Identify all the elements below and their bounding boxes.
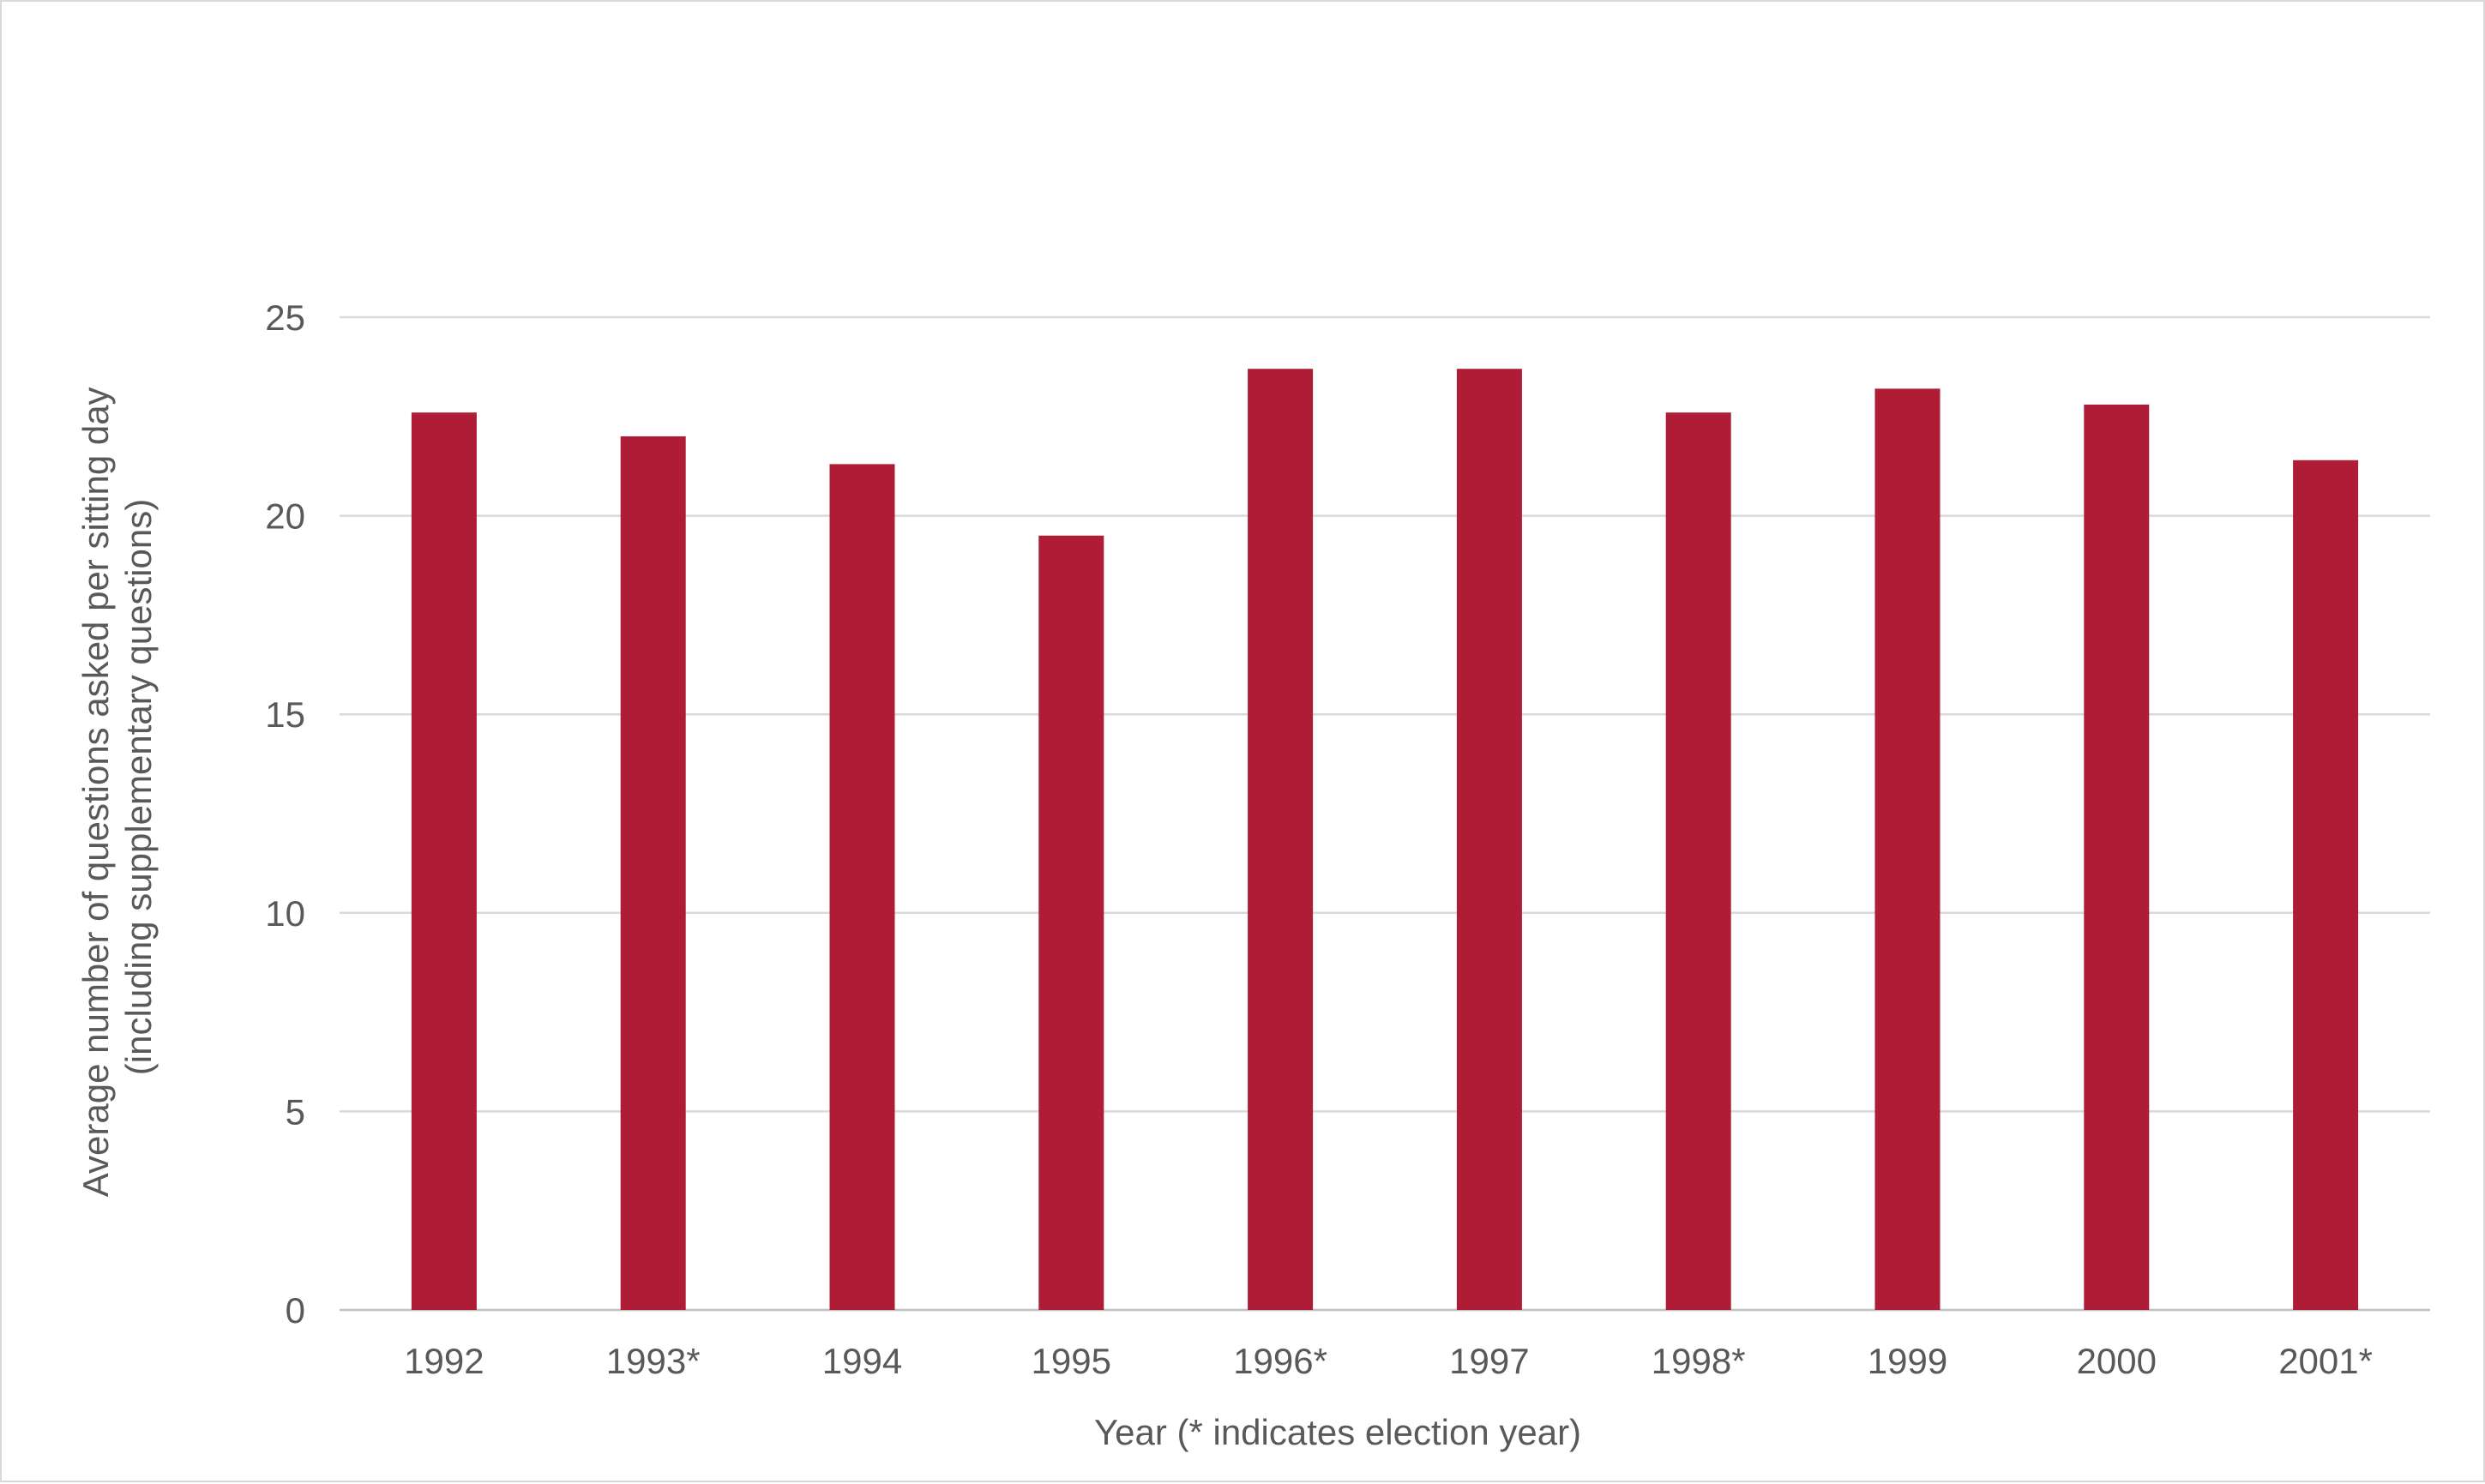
x-tick-label: 1994 (822, 1341, 902, 1381)
x-tick-label: 2000 (2077, 1341, 2157, 1381)
y-axis-ticks: 0 5 10 15 20 25 (265, 297, 305, 1331)
x-tick-label: 1992 (404, 1341, 484, 1381)
x-tick-label: 1993* (606, 1341, 701, 1381)
bar (829, 464, 895, 1310)
y-axis-title: Average number of questions asked per si… (75, 377, 159, 1197)
y-tick-label: 5 (286, 1091, 305, 1132)
bar (1665, 412, 1731, 1311)
bar (2084, 404, 2150, 1310)
x-tick-label: 2001* (2278, 1341, 2373, 1381)
y-tick-label: 25 (265, 297, 305, 338)
bar (1874, 388, 1940, 1311)
x-axis-ticks: 1992 1993* 1994 1995 1996* 1997 1998* 1999 2000 2… (404, 1341, 2373, 1381)
bar (1248, 369, 1314, 1310)
bar (620, 436, 686, 1311)
y-axis-title-line-2: (including supplementary questions) (118, 499, 159, 1075)
x-tick-label: 1999 (1868, 1341, 1947, 1381)
bar (1038, 535, 1104, 1310)
bar (1456, 369, 1522, 1310)
y-tick-label: 20 (265, 496, 305, 537)
x-tick-label: 1996* (1233, 1341, 1327, 1381)
x-axis-title: Year (* indicates election year) (1094, 1412, 1581, 1452)
gridlines (340, 315, 2430, 1312)
bars (411, 369, 2359, 1311)
y-tick-label: 15 (265, 694, 305, 735)
y-axis-title-line-1: Average number of questions asked per si… (75, 387, 116, 1197)
y-tick-label: 10 (265, 893, 305, 934)
bar (2293, 460, 2359, 1310)
x-tick-label: 1998* (1652, 1341, 1746, 1381)
bar (411, 412, 477, 1311)
y-tick-label: 0 (286, 1290, 305, 1331)
x-tick-label: 1995 (1032, 1341, 1111, 1381)
x-tick-label: 1997 (1449, 1341, 1529, 1381)
